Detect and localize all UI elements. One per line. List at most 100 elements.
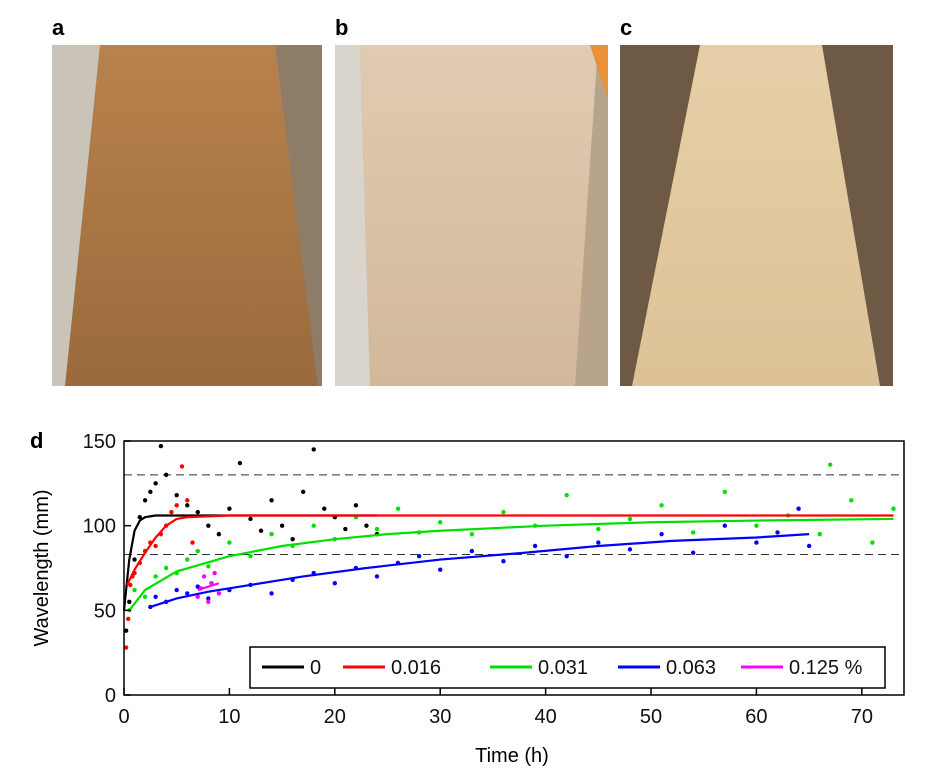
data-point [179,464,185,469]
data-point [828,462,833,467]
data-point [132,587,137,593]
plot-frame [123,440,905,696]
data-point [137,515,143,520]
data-point [627,547,633,552]
data-point [148,489,153,494]
data-point [216,531,222,537]
legend-label: 0 [310,657,321,679]
data-point [142,498,148,503]
data-point [153,574,158,579]
data-point [206,596,211,601]
data-point [269,531,274,537]
data-point [126,616,131,621]
data-point [891,506,896,511]
data-point [353,503,359,508]
data-point [258,528,264,533]
x-tick-label: 30 [429,706,451,728]
data-point [501,509,506,515]
x-tick-label: 20 [324,706,346,728]
panel-label: a [52,15,65,40]
data-point [564,553,569,559]
panel-label: d [30,428,43,453]
data-point [690,550,696,555]
legend-label: 0.016 [391,657,441,679]
y-tick-label: 0 [105,685,116,707]
data-point [469,531,475,537]
data-point [248,516,253,522]
data-point [185,503,190,508]
y-tick-label: 100 [83,516,116,538]
data-point [290,537,295,542]
data-point [132,557,137,562]
data-point [754,523,759,528]
x-tick-label: 50 [640,706,662,728]
data-point [153,543,158,549]
data-point [532,543,538,549]
y-tick-label: 50 [94,600,116,622]
data-point [269,498,274,503]
x-tick-label: 0 [118,706,129,728]
photo-c [620,45,893,386]
data-point [374,574,380,579]
data-point [123,645,129,650]
data-point [237,460,243,466]
data-point [754,540,759,545]
legend-label: 0.125 % [789,657,863,679]
fit-line [197,582,220,592]
data-point [659,531,664,537]
data-point [596,526,601,532]
data-point [201,574,207,579]
data-point [395,506,401,511]
data-point [163,565,169,571]
data-point [374,526,380,532]
fit-line [126,514,894,586]
data-point [722,489,728,494]
photo-b [335,45,608,386]
data-point [416,553,422,559]
data-point [343,526,348,532]
data-point [174,492,179,498]
data-point [195,594,200,599]
data-point [206,564,211,569]
data-point [248,553,253,559]
data-point [300,489,306,494]
x-tick-label: 40 [534,706,556,728]
data-point [185,557,190,562]
x-tick-label: 70 [851,706,873,728]
data-point [127,599,132,605]
legend-label: 0.031 [538,657,588,679]
data-point [212,570,217,576]
data-point [364,523,369,528]
fit-line [128,517,894,612]
data-point [279,523,285,528]
data-point [722,523,728,528]
x-tick-label: 10 [218,706,240,728]
data-point [206,523,211,528]
data-point [627,516,633,522]
data-point [195,548,200,554]
data-point [332,581,338,586]
data-point [185,591,190,596]
fit-line [150,533,810,608]
data-point [775,530,780,535]
data-point [659,503,664,508]
data-point [153,594,158,599]
legend: 0 0.016 0.031 0.063 0.125 % [249,646,886,689]
y-axis-label: Wavelength (mm) [31,489,53,646]
data-point [849,498,854,503]
data-point [163,472,169,478]
data-point [311,447,316,452]
data-point [501,559,506,564]
data-point [128,582,133,588]
data-point [227,506,232,511]
data-point [269,591,274,596]
x-tick-label: 60 [745,706,767,728]
data-point [469,548,475,554]
data-point [796,506,801,511]
data-point [206,599,211,605]
data-point [438,567,443,572]
data-point [142,594,148,599]
data-point [174,587,179,593]
data-point [169,509,174,515]
